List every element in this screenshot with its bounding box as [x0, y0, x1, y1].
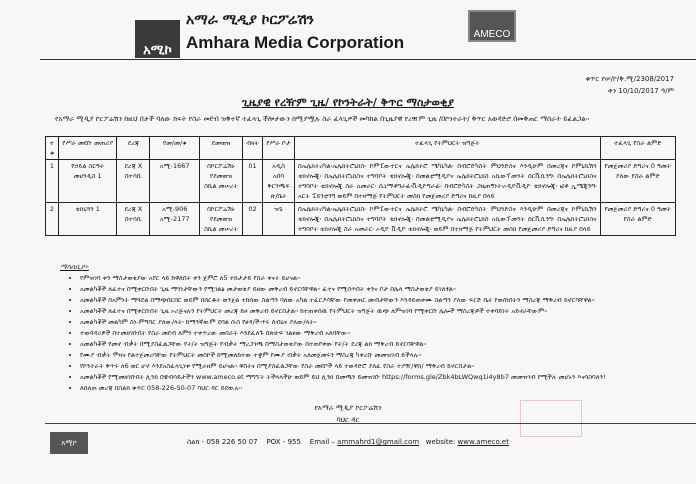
note-item: የምዝገባ ቀን ማስታወቂያው አየር ላይ ከዋለበት ቀን ጀምሮ ለ5 … [80, 273, 680, 284]
note-item: አመልካቾች መልካም ስነ-ምግባር ያለው/ላት፡ ከማንኛውም ደባል ሱ… [80, 317, 680, 328]
intro-paragraph: የአማራ ሚዲያ ኮርፖሬሽን ከዚህ በታች ባለው ክፍት የስራ መደብ … [55, 115, 590, 123]
cell-position: ቴክኒሻን 1 [57, 202, 118, 236]
note-item: አመልካቾች ለፈተና በሚቀርቡበት ጊዜ ማንነታቸውን የሚገልፅ መታወ… [80, 284, 680, 295]
cell-grade: ደረጃ X በተሳቢ [116, 202, 151, 236]
cell-salary: በኮርፖሬሽኑ የደመወዝ ስኬል መሠረት [199, 202, 243, 236]
cell-quantity: 01 [241, 159, 264, 203]
header-cell: ደመወዝ [199, 136, 243, 160]
header-cell: ተፈላጊ የትምህርት ዝግጅት [293, 136, 601, 160]
org-name-english: Amhara Media Corporation [186, 33, 405, 52]
note-item: የኮንትራት ቅጥሩ ለ6 ወር ሆኖ እንደአስፈላጊነቱ የሚራዘም ይሆና… [80, 361, 680, 372]
footer-pobox: POX - 955 [266, 438, 301, 446]
footer-logo: አሚኮ [50, 432, 88, 454]
footer-contact: ስልክ - 058 226 50 07 POX - 955 Email – am… [0, 438, 696, 447]
org-name-amharic: አማራ ሚዲያ ኮርፖሬሽን [186, 12, 315, 28]
cell-job-code: አሚ-1667 [149, 159, 201, 203]
note-item: ተወዳዳሪዎች በተመዘገቡበት የስራ መደብ ለምን ተቀጥረው መስራት … [80, 328, 680, 339]
cell-location: አዲስ አበባ ቅርንጫፍ ጽ/ቤት [262, 159, 295, 203]
cell-location: ዝጌ [262, 202, 295, 236]
table-row: 1 የኃይል ስርዓት መሀንዲስ 1 ደረጃ X በተሳቢ አሚ-1667 በ… [45, 159, 677, 203]
cell-number: 1 [45, 159, 59, 203]
note-item: አመልካቾች ለፈተና በሚቀርቡበት ጊዜ ኦሪጅናሉን የትምህርት መረጃ… [80, 306, 680, 317]
note-item: አመልካቾች የመኖ ብቃት በሚያስፈልጋቸው የት/ት ዝግጅት የብቃት … [80, 339, 680, 350]
signature-org: የአማራ ሚዲያ ኮርፖሬሽን [314, 404, 382, 412]
header-cell: ደረጃ [116, 136, 151, 160]
official-stamp [520, 400, 582, 437]
header-cell: የሥራ መደቡ መጠሪያ [57, 136, 118, 160]
document-title: ጊዜያዊ የረዥም ጊዜ/ የኮንትራት/ ቅጥር ማስታወቂያ [242, 96, 454, 109]
ameco-badge: AMECO [468, 10, 516, 42]
header-cell: ተፈላጊ የስራ ልምድ [599, 136, 677, 160]
notes-section: ማሳሰቢያ፡- የምዝገባ ቀን ማስታወቂያው አየር ላይ ከዋለበት ቀን… [60, 262, 680, 394]
footer-divider [45, 423, 696, 424]
footer-email-link[interactable]: ammahrd1@gmail.com [337, 438, 420, 446]
amhara-media-logo: አሚኮ [135, 20, 180, 58]
vacancy-table: ተ ቁ የሥራ መደቡ መጠሪያ ደረጃ የመ/መ/ቁ ደመወዝ ብዛት የሥራ… [45, 136, 677, 236]
note-item: ለበለጠ መረጃ በስልክ ቁጥር 058-226-50-07 ባህር ዳር ይ… [80, 383, 680, 394]
note-item: አመልካቾች በአምነት ማጓደል በማጭበርበር ወይም በሰርቆት ወንጀል… [80, 295, 680, 306]
cell-experience: የመጀመሪያ ድግሪና 0 ዓመት ያለው የስራ ልምድ [599, 159, 677, 203]
footer-email-label: Email – [309, 438, 335, 446]
cell-job-code: አሚ-906 አሚ-2177 [149, 202, 201, 236]
footer-phone: ስልክ - 058 226 50 07 [187, 438, 258, 446]
footer-website-label: website: [425, 438, 456, 446]
cell-quantity: 02 [241, 202, 264, 236]
signature-block: የአማራ ሚዲያ ኮርፖሬሽን ባህር ዳር [0, 402, 696, 426]
cell-number: 2 [45, 202, 59, 236]
cell-position: የኃይል ስርዓት መሀንዲስ 1 [57, 159, 118, 203]
reference-number: ቁጥር የሠ/ኮ/ቅ.ሚ/2308/2017 [585, 75, 674, 83]
cell-salary: በኮርፖሬሽኑ የደመወዝ ስኬል መሠረት [199, 159, 243, 203]
header-cell: ብዛት [241, 136, 264, 160]
table-row: 2 ቴክኒሻን 1 ደረጃ X በተሳቢ አሚ-906 አሚ-2177 በኮርፖ… [45, 202, 677, 236]
signature-city: ባህር ዳር [336, 416, 360, 424]
cell-experience: የመጀመሪያ ድግሪና 0 ዓመት የስራ ልምድ [599, 202, 677, 236]
header-cell: የመ/መ/ቁ [149, 136, 201, 160]
note-item: አመልካቾች የሚመዘገቡበት ሊንክ በዌብሳይታችን www.ameco.e… [80, 372, 680, 383]
notes-title: ማሳሰቢያ፡- [60, 263, 89, 271]
cell-education: በኤሌክትሪካል፡ኤሌክትሮኒክስ፡ ኮምፒውተርና ኤሌክትሮ ሜካኒካል፡ … [293, 202, 601, 236]
cell-education: በኤሌክትሪካል፡ኤሌክትሮኒክስ፡ ኮምፒውተርና ኤሌክትሮ ሜካኒካል፡ … [293, 159, 601, 203]
cell-grade: ደረጃ X በተሳቢ [116, 159, 151, 203]
reference-date: ቀን 10/10/2017 ዓ/ም [607, 87, 674, 95]
table-header-row: ተ ቁ የሥራ መደቡ መጠሪያ ደረጃ የመ/መ/ቁ ደመወዝ ብዛት የሥራ… [45, 136, 677, 160]
footer-website-link[interactable]: www.ameco.et [457, 438, 509, 446]
header-cell: ተ ቁ [45, 136, 59, 160]
note-item: የሙያ ብቃት ሞዛና የልተጀመረባቸው የትምህርት መስኮች ከሚመለከተ… [80, 350, 680, 361]
header-divider [40, 59, 696, 60]
header-cell: የሥራ ቦታ [262, 136, 295, 160]
